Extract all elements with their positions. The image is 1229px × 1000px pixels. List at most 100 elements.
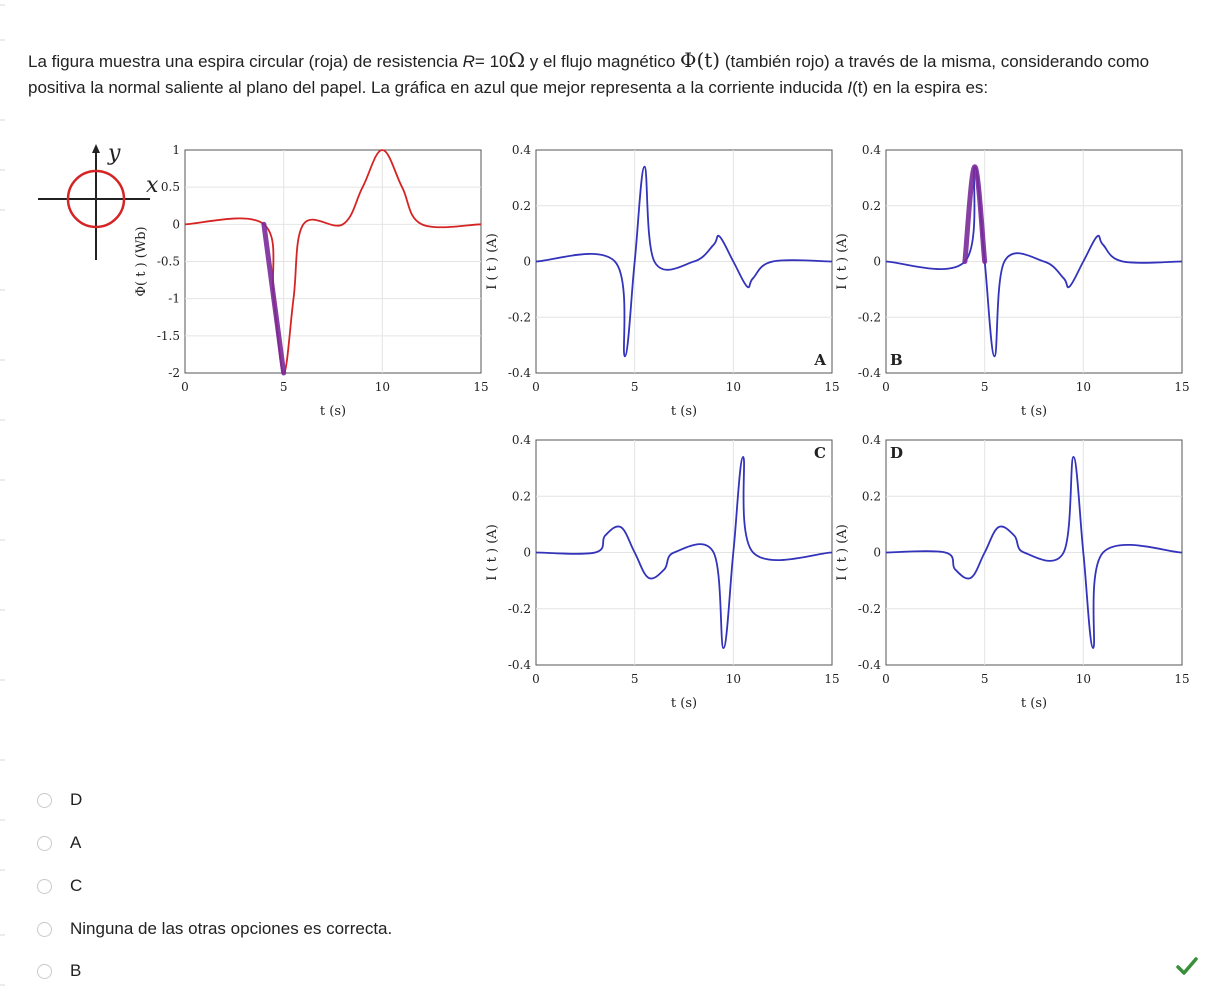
question-part4: (también rojo) a través de la misma, con… [28,52,1150,97]
option-b[interactable]: B [37,959,81,983]
y-axis-label: y [107,141,121,166]
panel-label-A: A [813,351,826,369]
y-tick-label: 0 [873,546,881,560]
current-symbol: I [847,78,853,97]
y-tick-label: 0 [523,255,531,269]
radio-b[interactable] [37,963,52,979]
x-tick-label: 5 [280,380,288,394]
y-axis-title: I ( t ) (A) [485,524,500,581]
chart-D: 0 5 10 15 0.4 0.2 0 -0.2 -0.4 t (s) I ( t ) (A) D [835,433,1190,711]
question-text: La figura muestra una espira circular (r… [28,47,1198,101]
y-tick-label: 0.2 [862,199,881,213]
y-tick-label: 0 [523,546,531,560]
y-axis-arrow [92,144,100,153]
x-tick-label: 15 [473,380,488,394]
radio-none[interactable] [37,921,52,937]
x-tick-label: 0 [181,380,189,394]
option-a[interactable]: A [37,831,81,855]
x-tick-label: 15 [824,380,839,394]
option-c-label: C [70,876,83,895]
current-arg: (t) [852,78,869,97]
x-tick-label: 0 [532,380,540,394]
x-axis-title: t (s) [320,404,346,419]
x-tick-label: 5 [981,380,989,394]
y-tick-label: -0.5 [157,255,180,269]
y-tick-label: 0.4 [862,433,881,447]
x-axis-title: t (s) [671,404,697,419]
x-tick-label: 10 [726,380,741,394]
ohm-symbol: Ω [508,48,526,72]
y-axis-title: I ( t ) (A) [835,524,850,581]
y-tick-label: 0 [873,255,881,269]
circular-loop [66,169,126,229]
y-tick-label: 0.4 [862,143,881,157]
figure-plots: y x 0 5 10 15 1 0.5 0 -0.5 -1 -1.5 -2 t (s) Φ( t ) (… [38,141,1190,711]
y-tick-label: -1.5 [157,329,180,343]
y-tick-label: 0.5 [161,180,180,194]
x-tick-label: 5 [631,380,639,394]
x-tick-label: 5 [631,672,639,686]
y-tick-label: 1 [172,143,180,157]
y-axis-title: Φ( t ) (Wb) [134,226,149,296]
y-tick-label: 0.2 [862,489,881,503]
option-c[interactable]: C [37,874,82,898]
y-tick-label: -0.4 [858,658,882,672]
radio-a[interactable] [37,835,52,851]
y-tick-label: 0.2 [512,489,531,503]
y-tick-label: -0.2 [858,310,881,324]
question-part5: en la espira es: [868,78,989,97]
y-tick-label: -1 [168,292,180,306]
y-tick-label: -0.4 [508,658,532,672]
x-axis-title: t (s) [1021,696,1047,711]
page-edge-marks [0,4,5,986]
chart-B: 0 5 10 15 0.4 0.2 0 -0.2 -0.4 t (s) I ( t ) (A) B [835,143,1190,419]
option-d[interactable]: D [37,788,82,812]
y-tick-label: -0.4 [858,366,882,380]
x-tick-label: 0 [532,672,540,686]
y-tick-label: -0.2 [508,602,531,616]
highlight-stroke-B [962,164,988,264]
panel-label-B: B [890,351,903,369]
series-line-flux [184,149,482,374]
chart-A: 0 5 10 15 0.4 0.2 0 -0.2 -0.4 t (s) I ( t ) (A) A [485,143,840,419]
flux-symbol: Φ(t) [680,48,721,72]
question-part3: y el flujo magnético [525,52,681,71]
x-axis-title: t (s) [1021,404,1047,419]
option-none[interactable]: Ninguna de las otras opciones es correct… [37,917,392,941]
x-tick-label: 10 [726,672,741,686]
y-axis-title: I ( t ) (A) [485,233,500,290]
x-tick-label: 0 [882,672,890,686]
y-tick-label: -0.2 [858,602,881,616]
x-tick-label: 10 [375,380,390,394]
x-axis-label: x [146,173,159,198]
y-tick-label: 0.2 [512,199,531,213]
panel-label-D: D [890,444,903,462]
series-line-D [885,455,1183,650]
option-a-label: A [70,833,82,852]
x-tick-label: 15 [1174,672,1189,686]
y-tick-label: -0.2 [508,310,531,324]
option-none-label: Ninguna de las otras opciones es correct… [70,919,393,938]
series-line-A [535,165,833,358]
panel-label-C: C [814,444,826,462]
y-tick-label: 0 [172,217,180,231]
x-axis-title: t (s) [671,696,697,711]
y-tick-label: -0.4 [508,366,532,380]
option-d-label: D [70,790,83,809]
y-tick-label: -2 [168,366,180,380]
x-tick-label: 10 [1076,380,1091,394]
chart-C: 0 5 10 15 0.4 0.2 0 -0.2 -0.4 t (s) I ( t ) (A) C [485,433,840,711]
x-tick-label: 10 [1076,672,1091,686]
chart-flux: 0 5 10 15 1 0.5 0 -0.5 -1 -1.5 -2 t (s) Φ( t ) (Wb) [134,143,489,419]
highlight-stroke-flux [261,221,287,376]
option-b-label: B [70,961,82,980]
radio-c[interactable] [37,878,52,894]
question-part1: La figura muestra una espira circular (r… [28,52,463,71]
radio-d[interactable] [37,792,52,808]
y-axis-title: I ( t ) (A) [835,233,850,290]
x-tick-label: 0 [882,380,890,394]
resistance-symbol: R [462,52,475,71]
series-line-C [535,455,833,650]
checkmark-icon [1176,957,1198,975]
x-tick-label: 5 [981,672,989,686]
